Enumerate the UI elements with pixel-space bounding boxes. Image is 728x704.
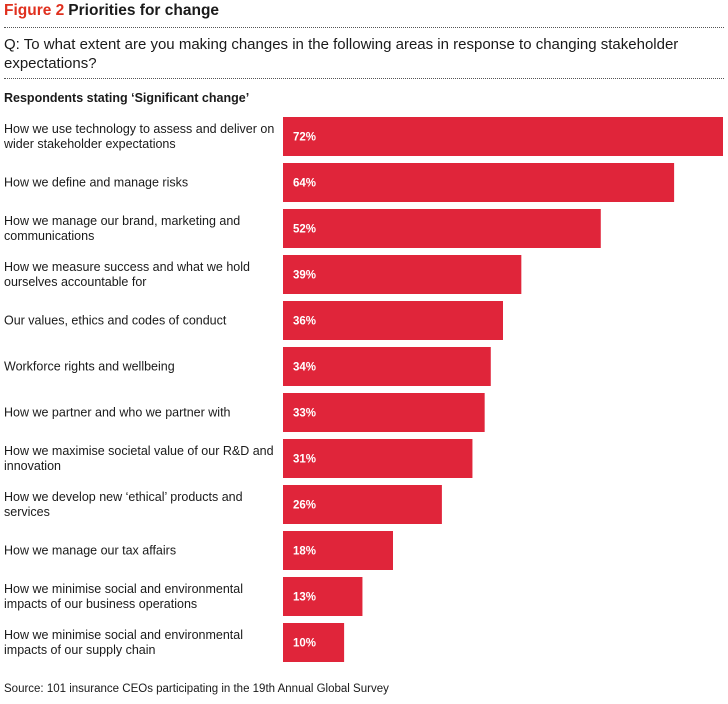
value-label-7: 33% — [293, 408, 316, 420]
bar-3 — [283, 209, 601, 248]
title-divider — [4, 27, 724, 28]
source-note: Source: 101 insurance CEOs participating… — [4, 683, 389, 695]
category-label-6: Workforce rights and wellbeing — [4, 360, 175, 374]
category-label-1: How we use technology to assess and deli… — [3, 122, 274, 151]
value-label-4: 39% — [293, 270, 316, 282]
bar-2 — [283, 163, 675, 202]
value-label-12: 10% — [293, 638, 316, 650]
bar-4 — [283, 255, 522, 294]
value-label-11: 13% — [293, 592, 316, 604]
category-label-10: How we manage our tax affairs — [4, 544, 176, 558]
bar-7 — [283, 393, 485, 432]
value-label-1: 72% — [293, 132, 316, 144]
value-label-2: 64% — [293, 178, 316, 190]
figure-title-text: Priorities for change — [68, 2, 220, 19]
value-label-10: 18% — [293, 546, 316, 558]
bar-1 — [283, 117, 723, 156]
figure-title: Figure 2 Priorities for change — [4, 2, 219, 20]
bar-11 — [283, 577, 363, 616]
bar-8 — [283, 439, 473, 478]
bar-6 — [283, 347, 491, 386]
survey-question: Q: To what extent are you making changes… — [4, 36, 679, 72]
bar-chart: 72% How we use technology to assess and d… — [3, 117, 723, 662]
value-label-9: 26% — [293, 500, 316, 512]
value-label-3: 52% — [293, 224, 316, 236]
category-label-7: How we partner and who we partner with — [4, 406, 231, 420]
category-label-11: How we minimise social and environmental… — [4, 582, 243, 611]
bar-5 — [283, 301, 503, 340]
category-label-12: How we minimise social and environmental… — [4, 628, 243, 657]
bar-10 — [283, 531, 393, 570]
category-label-2: How we define and manage risks — [4, 176, 188, 190]
figure-number: Figure 2 — [4, 2, 65, 19]
category-label-5: Our values, ethics and codes of conduct — [4, 314, 227, 328]
value-label-5: 36% — [293, 316, 316, 328]
chart-subtitle: Respondents stating ‘Significant change’ — [4, 91, 250, 105]
category-label-8: How we maximise societal value of our R&… — [4, 444, 274, 473]
value-label-8: 31% — [293, 454, 316, 466]
category-label-3: How we manage our brand, marketing and co… — [4, 214, 240, 243]
category-label-4: How we measure success and what we hold o… — [4, 260, 250, 289]
bar-9 — [283, 485, 442, 524]
category-label-9: How we develop new ‘ethical’ products an… — [4, 490, 243, 519]
question-divider — [4, 78, 724, 79]
value-label-6: 34% — [293, 362, 316, 374]
bar-12 — [283, 623, 345, 662]
